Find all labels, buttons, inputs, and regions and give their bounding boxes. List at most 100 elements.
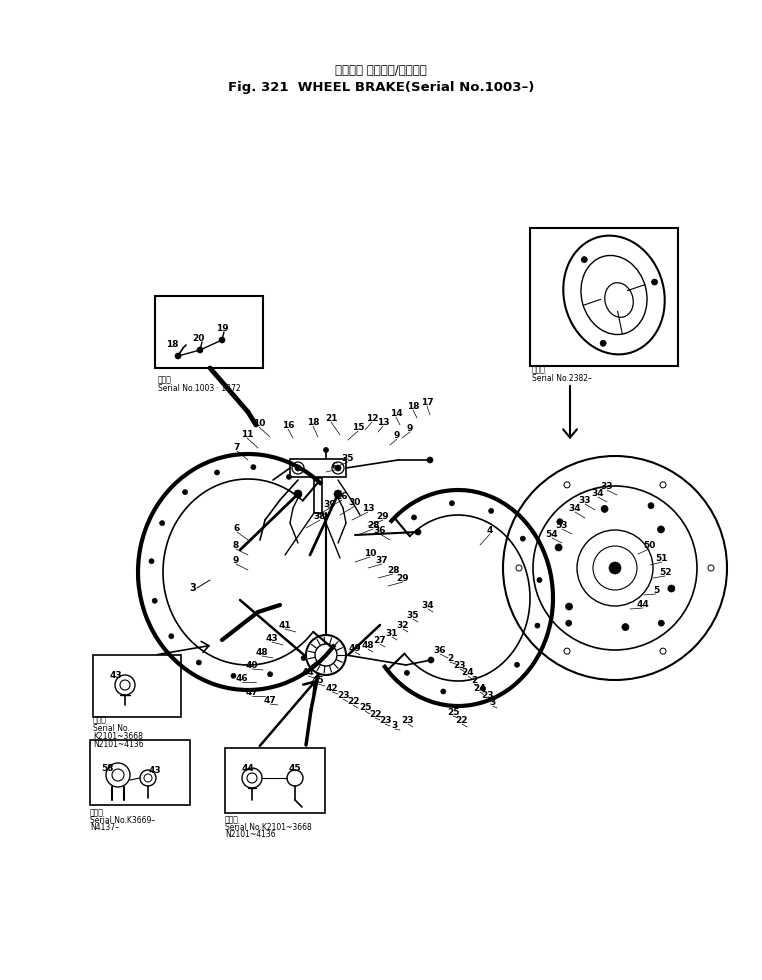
Circle shape [537,577,542,582]
Text: 23: 23 [402,715,415,724]
Bar [314,478,322,513]
Text: 58: 58 [102,763,114,772]
Text: 3: 3 [190,583,197,593]
Text: 17: 17 [421,398,434,407]
Text: 11: 11 [241,429,253,438]
Text: Serial No.K2101~3668: Serial No.K2101~3668 [225,822,312,831]
Text: 適用号: 適用号 [225,815,239,824]
Text: N2101~4136: N2101~4136 [93,740,143,749]
Text: 23: 23 [481,691,493,700]
Text: 42: 42 [325,683,338,693]
Circle shape [411,514,417,520]
Text: 38: 38 [314,512,326,520]
Text: 50: 50 [643,541,655,550]
Circle shape [294,490,302,498]
Text: 13: 13 [362,504,374,513]
Circle shape [609,562,621,574]
Circle shape [295,465,301,471]
Text: 37: 37 [376,556,389,564]
Bar [90,740,190,805]
Circle shape [415,529,421,535]
Text: 7: 7 [234,443,240,452]
Text: 24: 24 [462,667,474,676]
Circle shape [197,660,201,665]
Circle shape [427,457,433,463]
Circle shape [658,526,664,533]
Text: 36: 36 [373,525,386,534]
Text: 適用号: 適用号 [158,375,172,384]
Circle shape [652,279,658,285]
Text: 適用号: 適用号 [532,366,546,374]
Text: 33: 33 [579,496,591,505]
Text: 23: 23 [453,661,466,669]
Circle shape [600,340,606,346]
Text: N2101~4136: N2101~4136 [225,829,276,839]
Circle shape [287,474,292,479]
Text: Serial No.2382–: Serial No.2382– [532,373,592,382]
Text: 10: 10 [363,549,376,558]
Text: 13: 13 [376,417,389,426]
Circle shape [535,623,540,628]
Text: 43: 43 [266,633,278,643]
Circle shape [428,657,434,663]
Circle shape [324,448,328,453]
Circle shape [520,536,525,541]
Circle shape [581,257,588,263]
Text: K2101~3668: K2101~3668 [93,731,143,741]
Text: 36: 36 [434,646,447,655]
Text: 22: 22 [347,697,359,706]
Text: 45: 45 [312,675,325,684]
Text: 52: 52 [659,567,671,576]
Circle shape [565,603,572,611]
Text: 12: 12 [366,414,378,422]
Text: 21: 21 [325,414,338,422]
Text: 2: 2 [471,675,477,684]
Text: 49: 49 [349,644,361,653]
Text: 9: 9 [233,556,239,564]
Circle shape [214,470,219,475]
Text: 26: 26 [336,492,348,501]
Bar [93,655,181,717]
Text: N4137–: N4137– [90,822,119,831]
Text: 適用号: 適用号 [93,715,107,724]
Text: Serial No.K3669–: Serial No.K3669– [90,815,155,824]
Text: 44: 44 [302,667,315,676]
Text: 31: 31 [386,628,399,638]
Text: 44: 44 [636,600,649,609]
Text: 33: 33 [600,481,613,491]
Bar [530,228,678,366]
Text: 6: 6 [234,523,240,532]
Text: 23: 23 [379,715,391,724]
Text: 54: 54 [546,529,559,538]
Text: 15: 15 [352,422,364,431]
Text: 25: 25 [447,708,459,716]
Circle shape [622,623,629,630]
Circle shape [658,620,664,626]
Circle shape [267,671,273,677]
Text: 43: 43 [149,765,162,774]
Text: 14: 14 [389,409,402,417]
Text: 10: 10 [253,418,265,427]
Circle shape [488,509,494,514]
Text: 16: 16 [282,420,294,429]
Circle shape [334,490,342,498]
Circle shape [159,520,165,525]
Text: 32: 32 [397,620,409,629]
Text: Fig. 321  WHEEL BRAKE(Serial No.1003–): Fig. 321 WHEEL BRAKE(Serial No.1003–) [228,80,534,93]
Text: 2: 2 [447,654,453,662]
Text: 47: 47 [245,688,258,697]
Text: 5: 5 [653,585,659,595]
Circle shape [175,353,181,359]
Circle shape [668,585,675,592]
Text: 34: 34 [421,601,434,610]
Text: 48: 48 [256,648,268,657]
Text: 29: 29 [376,512,389,520]
Circle shape [405,670,409,675]
Text: 53: 53 [555,520,568,529]
Text: 43: 43 [110,670,123,679]
Text: 8: 8 [233,541,239,550]
Circle shape [557,518,563,524]
Text: Serial No.: Serial No. [93,723,130,732]
Text: 29: 29 [397,573,409,582]
Text: 18: 18 [166,339,178,349]
